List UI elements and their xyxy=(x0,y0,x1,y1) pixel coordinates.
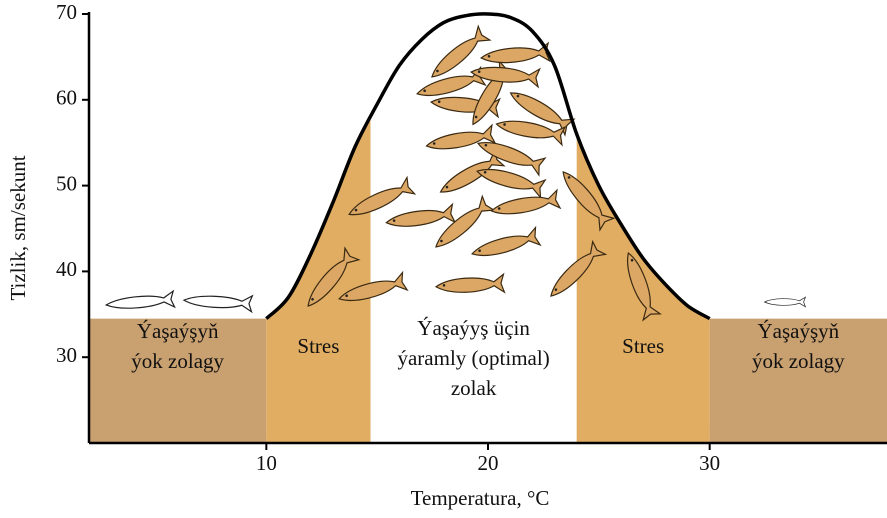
x-tick-label: 20 xyxy=(478,451,499,475)
y-tick-label: 70 xyxy=(56,0,77,24)
zone-label: Ýaşaýyş üçin xyxy=(417,316,530,340)
zone xyxy=(266,117,371,443)
speed-curve xyxy=(265,12,711,321)
zone-label: ýaramly (optimal) xyxy=(397,346,549,370)
x-axis-label: Temperatura, °C xyxy=(411,486,550,510)
y-axis-label: Tizlik, sm/sekunt xyxy=(6,155,30,300)
x-tick-label: 30 xyxy=(699,451,720,475)
zone-label: zolak xyxy=(451,376,497,400)
zone-label: Stres xyxy=(622,334,664,358)
zone-label: ýok zolagy xyxy=(752,349,845,373)
y-tick-label: 40 xyxy=(56,257,77,281)
zone-label: Ýaşaýşyň xyxy=(137,319,219,343)
dead-fish xyxy=(183,291,253,313)
y-tick-label: 30 xyxy=(56,343,77,367)
zone-label: ýok zolagy xyxy=(131,349,224,373)
dead-fish xyxy=(104,290,176,314)
zone-label: Ýaşaýşyň xyxy=(758,319,840,343)
zone xyxy=(709,318,887,443)
y-tick-label: 60 xyxy=(56,86,77,110)
y-tick-label: 50 xyxy=(56,171,77,195)
zone xyxy=(370,14,577,443)
zones xyxy=(89,14,887,443)
zone-label: Stres xyxy=(297,334,339,358)
zone xyxy=(89,318,267,443)
axes: 30 40 50 60 70 10 20 30 xyxy=(56,0,887,475)
x-tick-label: 10 xyxy=(256,451,277,475)
dead-fish xyxy=(764,296,806,308)
